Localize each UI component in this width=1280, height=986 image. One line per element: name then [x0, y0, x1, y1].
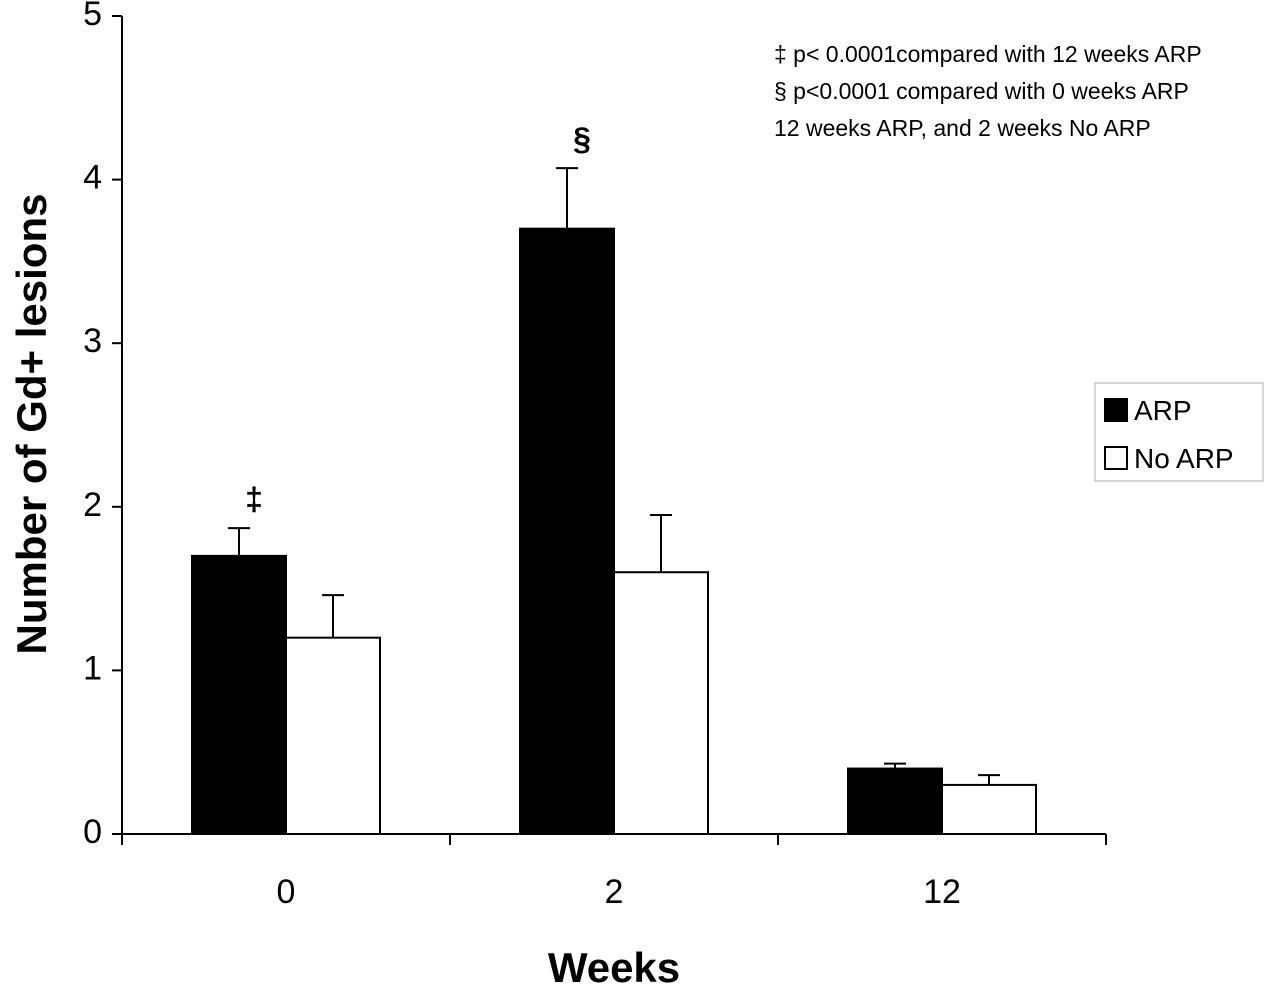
y-tick-label: 1 [83, 649, 102, 687]
y-tick-label: 4 [83, 159, 102, 197]
x-axis-title: Weeks [548, 944, 680, 986]
significance-marker: § [573, 121, 591, 157]
annotation-line: § p<0.0001 compared with 0 weeks ARP [774, 78, 1189, 104]
error-bars-layer [228, 167, 1000, 785]
y-tick-label: 0 [83, 813, 102, 851]
legend-swatch-arp [1104, 398, 1128, 422]
annotation-line: ‡ p< 0.0001compared with 12 weeks ARP [774, 41, 1202, 67]
legend: ARP No ARP [1094, 382, 1264, 482]
bars-layer [191, 227, 1037, 835]
y-tick-label: 3 [83, 322, 102, 360]
bar-no-arp [941, 783, 1037, 835]
y-axis-title: Number of Gd+ lesions [8, 194, 55, 655]
x-tick-label: 2 [605, 873, 624, 911]
x-tick-label: 0 [277, 873, 296, 911]
significance-markers: ‡§ [245, 121, 591, 517]
legend-label-no-arp: No ARP [1134, 443, 1234, 474]
bar-no-arp [285, 636, 381, 835]
legend-swatch-no-arp [1104, 446, 1128, 470]
legend-label-arp: ARP [1134, 395, 1192, 426]
y-tick-label: 5 [83, 0, 102, 33]
annotation-notes: ‡ p< 0.0001compared with 12 weeks ARP § … [774, 41, 1202, 141]
y-tick-label: 2 [83, 486, 102, 524]
bar-arp [519, 227, 615, 835]
bar-arp [847, 767, 943, 835]
y-axis: 0 1 2 3 4 5 [83, 0, 123, 851]
x-tick-label: 12 [923, 873, 961, 911]
significance-marker: ‡ [245, 481, 263, 517]
bar-no-arp [613, 571, 709, 835]
x-axis: 0 2 12 [121, 833, 1107, 911]
annotation-line: 12 weeks ARP, and 2 weeks No ARP [774, 115, 1151, 141]
bar-arp [191, 554, 287, 835]
